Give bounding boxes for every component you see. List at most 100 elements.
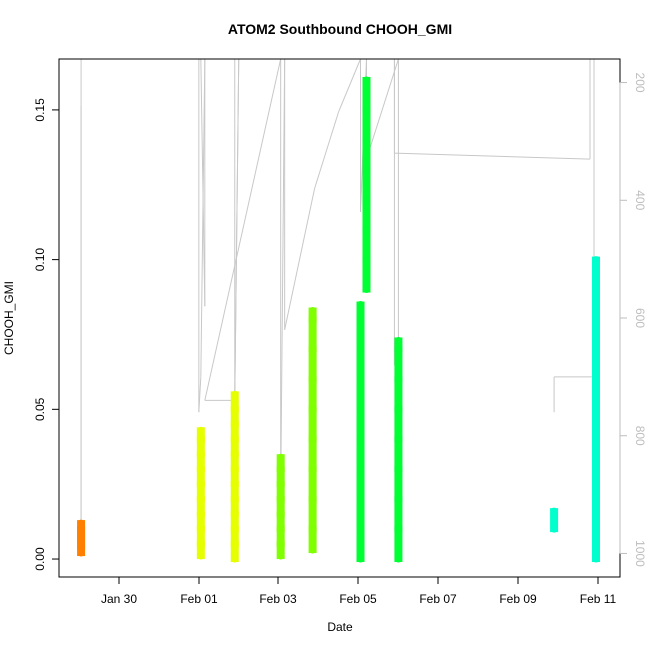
x-axis-title: Date — [327, 620, 353, 634]
data-mark — [394, 526, 403, 563]
data-point — [362, 256, 370, 264]
data-mark — [356, 496, 365, 533]
altitude-segment — [366, 58, 399, 160]
data-mark — [276, 496, 285, 518]
data-point — [197, 450, 205, 458]
data-point — [394, 555, 402, 563]
data-mark — [196, 451, 205, 473]
data-mark — [592, 436, 601, 473]
data-mark — [196, 541, 205, 560]
data-point — [592, 345, 600, 353]
data-point — [394, 345, 402, 353]
y-axis-title: CHOOH_GMI — [2, 281, 16, 355]
data-point — [231, 540, 239, 548]
data-point — [277, 552, 285, 560]
data-point — [394, 465, 402, 473]
data-point — [356, 525, 364, 533]
data-point — [197, 426, 205, 434]
data-mark — [592, 526, 601, 563]
right-tick-label: 400 — [633, 190, 647, 210]
data-point — [362, 76, 370, 84]
data-point — [309, 315, 317, 323]
right-tick-label: 800 — [633, 426, 647, 446]
data-point — [231, 495, 239, 503]
data-mark — [276, 511, 285, 533]
data-mark — [592, 376, 601, 413]
data-point — [277, 480, 285, 488]
right-tick-label: 600 — [633, 308, 647, 328]
data-mark — [394, 376, 403, 413]
data-mark — [356, 406, 365, 443]
data-point — [394, 336, 402, 344]
data-point — [277, 453, 285, 461]
data-point — [231, 510, 239, 518]
data-mark — [276, 541, 285, 560]
altitude-segment — [200, 58, 206, 377]
data-point — [277, 540, 285, 548]
data-mark — [196, 436, 205, 458]
data-mark — [308, 436, 317, 473]
data-mark — [230, 496, 239, 518]
data-mark — [592, 496, 601, 533]
data-mark — [356, 466, 365, 503]
data-point — [356, 495, 364, 503]
altitude-segment — [338, 58, 361, 113]
y-tick-label: 0.00 — [33, 547, 47, 571]
data-mark — [196, 427, 205, 443]
data-mark — [196, 466, 205, 488]
data-mark — [362, 166, 371, 203]
data-mark — [362, 226, 371, 263]
data-mark — [362, 136, 371, 173]
data-point — [394, 405, 402, 413]
x-tick-label: Feb 05 — [339, 592, 377, 606]
data-mark — [394, 466, 403, 503]
data-point — [309, 495, 317, 503]
data-point — [277, 465, 285, 473]
altitude-segment — [314, 111, 340, 189]
data-point — [550, 507, 558, 515]
data-point — [231, 450, 239, 458]
data-point — [309, 435, 317, 443]
altitude-segment — [198, 376, 202, 413]
data-point — [231, 465, 239, 473]
data-mark — [394, 406, 403, 443]
data-point — [356, 465, 364, 473]
data-mark — [308, 346, 317, 383]
data-point — [356, 315, 364, 323]
data-mark — [592, 466, 601, 503]
altitude-trace — [80, 58, 595, 530]
data-point — [362, 286, 370, 294]
data-mark — [308, 496, 317, 533]
data-mark — [308, 526, 317, 554]
data-point — [592, 286, 600, 294]
data-point — [277, 495, 285, 503]
data-mark — [230, 466, 239, 488]
data-point — [277, 510, 285, 518]
x-tick-label: Feb 03 — [259, 592, 297, 606]
data-mark — [308, 316, 317, 353]
data-point — [362, 136, 370, 144]
data-point — [362, 196, 370, 204]
data-mark — [362, 76, 371, 113]
data-mark — [356, 376, 365, 413]
data-points — [77, 76, 601, 563]
data-point — [592, 465, 600, 473]
altitude-segment — [394, 152, 591, 160]
data-point — [356, 555, 364, 563]
data-point — [309, 345, 317, 353]
x-tick-label: Feb 09 — [499, 592, 537, 606]
data-mark — [394, 346, 403, 383]
data-point — [197, 540, 205, 548]
data-point — [362, 226, 370, 234]
data-point — [309, 307, 317, 315]
data-point — [231, 390, 239, 398]
data-mark — [196, 496, 205, 518]
data-point — [231, 555, 239, 563]
data-mark — [592, 346, 601, 383]
altitude-segment — [200, 58, 206, 307]
data-point — [197, 510, 205, 518]
data-point — [592, 495, 600, 503]
data-point — [197, 552, 205, 560]
data-mark — [362, 106, 371, 143]
